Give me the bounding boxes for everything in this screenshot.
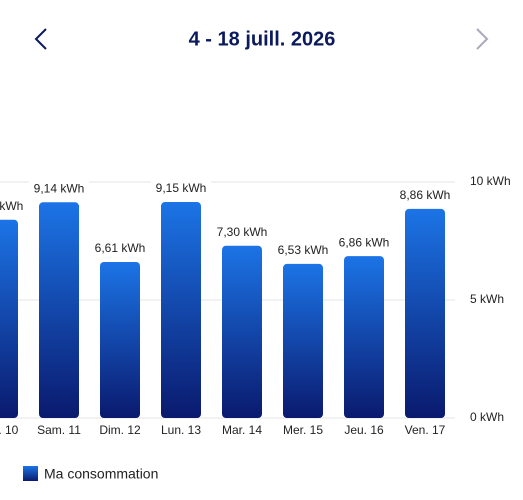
x-tick-label: Ven. 17 (405, 423, 446, 437)
next-button[interactable] (476, 28, 489, 50)
label-bg (334, 234, 394, 251)
bar (0, 219, 18, 418)
legend-label: Ma consommation (44, 466, 158, 482)
value-label: 9,15 kWh (156, 181, 207, 195)
bar (222, 245, 262, 418)
value-label: 7,30 kWh (217, 225, 268, 239)
label-bg (273, 241, 333, 258)
label-bg (151, 180, 211, 197)
x-tick-label: Mar. 14 (222, 423, 262, 437)
label-bg (29, 180, 89, 197)
x-tick-label: Lun. 13 (161, 423, 201, 437)
y-tick-label: 10 kWh (470, 174, 511, 188)
value-label: 8,86 kWh (400, 188, 451, 202)
value-label: 6,53 kWh (278, 243, 329, 257)
y-tick-label: 0 kWh (470, 410, 504, 424)
value-label: 8,40 kWh (0, 199, 23, 213)
value-label: 6,61 kWh (95, 241, 146, 255)
prev-button[interactable] (34, 28, 47, 50)
bar (405, 208, 445, 418)
x-tick-label: Mer. 15 (283, 423, 323, 437)
label-bg (212, 223, 272, 240)
bar (161, 202, 201, 418)
label-bg (0, 197, 28, 214)
x-tick-label: Ven. 10 (0, 423, 19, 437)
legend-swatch (23, 466, 38, 481)
bar (283, 263, 323, 418)
x-tick-label: Jeu. 16 (344, 423, 384, 437)
x-tick-label: Dim. 12 (99, 423, 141, 437)
x-tick-label: Sam. 11 (37, 423, 81, 437)
label-bg (90, 240, 150, 257)
bar (39, 202, 79, 418)
label-bg (395, 186, 455, 203)
value-label: 9,14 kWh (34, 181, 85, 195)
bar (344, 256, 384, 418)
bar (100, 262, 140, 418)
value-label: 6,86 kWh (339, 235, 390, 249)
chart-title: 4 - 18 juill. 2026 (189, 28, 336, 50)
y-tick-label: 5 kWh (470, 292, 504, 306)
